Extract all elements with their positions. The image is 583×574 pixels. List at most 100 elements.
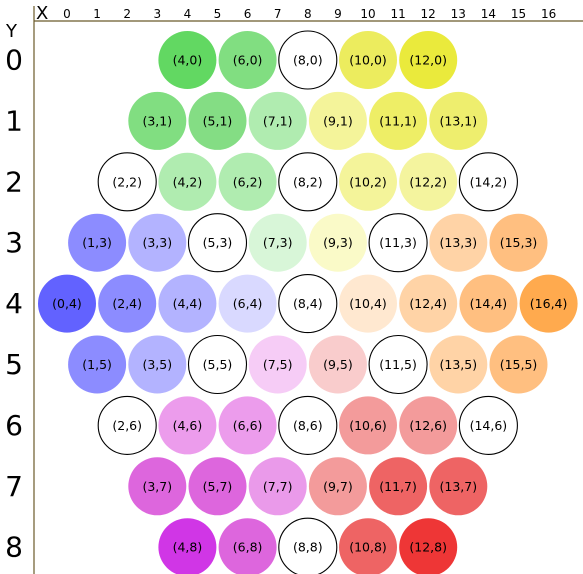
x-tick-label: 14 <box>481 7 496 21</box>
y-tick-label: 3 <box>5 226 23 259</box>
hex-cell: (8,6) <box>278 395 338 455</box>
hex-cell-label: (4,4) <box>173 296 203 311</box>
hex-cell-circle <box>399 518 458 574</box>
hex-cell-label: (5,5) <box>203 357 233 372</box>
y-tick-label: 7 <box>5 470 23 503</box>
x-axis-letter: X <box>36 3 48 24</box>
hex-cell-circle <box>218 518 277 574</box>
hex-cell-circle <box>68 213 127 272</box>
hex-cell: (8,2) <box>278 152 338 212</box>
hex-cell-circle <box>158 31 217 89</box>
hex-cell-circle <box>98 274 157 333</box>
hex-cell-label: (12,6) <box>409 418 447 433</box>
x-tick-label: 3 <box>153 7 161 21</box>
hex-cell: (11,5) <box>368 334 428 395</box>
hex-cell-label: (6,8) <box>233 540 263 555</box>
hex-cell-circle <box>128 335 187 394</box>
x-tick-label: 12 <box>421 7 436 21</box>
hex-cell-circle <box>97 395 157 455</box>
x-tick-label: 4 <box>184 7 192 21</box>
hex-cell-label: (4,8) <box>173 540 203 555</box>
x-tick-label: 0 <box>63 7 71 21</box>
x-tick-label: 2 <box>123 7 131 21</box>
hex-cell-label: (13,5) <box>440 357 478 372</box>
hex-cell-circle <box>128 457 187 516</box>
y-tick-label: 2 <box>5 165 23 198</box>
hex-cell-label: (6,2) <box>233 174 263 189</box>
hex-cell: (14,2) <box>458 152 518 212</box>
hex-cell: (0,4) <box>38 274 96 333</box>
hex-cell: (10,0) <box>339 31 397 89</box>
x-tick-label: 8 <box>304 7 312 21</box>
hex-cell-label: (13,3) <box>440 235 478 250</box>
hex-cell: (11,1) <box>369 91 428 150</box>
hex-cell: (2,2) <box>97 152 157 212</box>
x-tick-label: 9 <box>334 7 342 21</box>
hex-cell-circle <box>308 457 367 516</box>
hex-cell-circle <box>278 517 338 574</box>
hex-cell-circle <box>158 274 217 333</box>
hex-cell-label: (7,1) <box>263 113 293 128</box>
hex-cell-label: (5,3) <box>203 235 233 250</box>
hex-cell-circle <box>128 213 187 272</box>
hex-cell-label: (14,6) <box>470 418 508 433</box>
hex-cell-label: (8,0) <box>293 53 323 68</box>
hex-cell: (4,2) <box>158 152 217 211</box>
hex-cell-label: (6,4) <box>233 296 263 311</box>
x-tick-label: 1 <box>93 7 101 21</box>
hex-cell: (14,4) <box>459 274 518 333</box>
hex-cell-circle <box>97 152 157 212</box>
hex-cell-circle <box>489 335 548 394</box>
hex-cell-label: (15,3) <box>500 235 538 250</box>
hex-cell-label: (12,8) <box>409 540 447 555</box>
hex-cell-circle <box>188 457 247 516</box>
hex-cell: (7,7) <box>248 457 307 516</box>
hex-cell-label: (10,2) <box>349 174 387 189</box>
x-tick-label: 5 <box>214 7 222 21</box>
hex-cell-circle <box>429 335 488 394</box>
hex-cell-label: (13,1) <box>440 113 478 128</box>
y-tick-labels: 0 1 2 3 4 5 6 7 8 <box>5 44 23 564</box>
hex-cell-label: (1,3) <box>82 235 112 250</box>
hex-cell-label: (10,4) <box>349 296 387 311</box>
hex-cell: (6,8) <box>218 518 277 574</box>
hex-cell-label: (3,7) <box>142 479 172 494</box>
hex-cell-label: (3,5) <box>142 357 172 372</box>
hex-cell: (7,1) <box>248 91 307 150</box>
hex-cell: (15,3) <box>489 213 548 272</box>
x-tick-labels: 0 1 2 3 4 5 6 7 8 9 10 11 12 13 14 15 16 <box>63 7 556 21</box>
y-axis-letter: Y <box>5 21 18 42</box>
hex-cell: (13,5) <box>429 335 488 394</box>
hex-cell-circle <box>458 395 518 455</box>
hex-cell-circle <box>218 31 277 89</box>
hex-cell-circle <box>339 274 397 333</box>
hex-cell: (6,0) <box>218 31 277 89</box>
hex-cell: (10,6) <box>339 396 397 455</box>
hex-cell-label: (5,1) <box>203 113 233 128</box>
hex-cell-circle <box>38 274 96 333</box>
hex-cell: (15,5) <box>489 335 548 394</box>
hex-cell: (8,4) <box>278 274 338 334</box>
hex-cell-label: (2,4) <box>112 296 142 311</box>
hex-cell-circle <box>429 457 488 516</box>
hex-cell-label: (11,1) <box>379 113 417 128</box>
hex-cell: (8,0) <box>278 30 338 90</box>
hex-cell-circle <box>187 213 248 273</box>
hex-cell-label: (8,2) <box>293 174 323 189</box>
hex-cell-label: (9,7) <box>323 479 353 494</box>
hex-cell-label: (7,5) <box>263 357 293 372</box>
hex-cell-circle <box>368 213 428 273</box>
hex-cell-label: (13,7) <box>440 479 478 494</box>
hex-cell-circle <box>458 152 518 212</box>
hex-cell-circle <box>278 274 338 334</box>
y-tick-label: 6 <box>5 409 23 442</box>
hex-cell-label: (11,3) <box>379 235 417 250</box>
hex-cell-label: (6,0) <box>233 53 263 68</box>
hex-cell-circle <box>218 396 277 455</box>
hex-cell-label: (10,6) <box>349 418 387 433</box>
x-tick-label: 11 <box>390 7 405 21</box>
hex-cell-label: (7,7) <box>263 479 293 494</box>
hex-cell-label: (8,6) <box>293 418 323 433</box>
x-tick-label: 13 <box>451 7 466 21</box>
hex-cell-circle <box>399 396 458 455</box>
